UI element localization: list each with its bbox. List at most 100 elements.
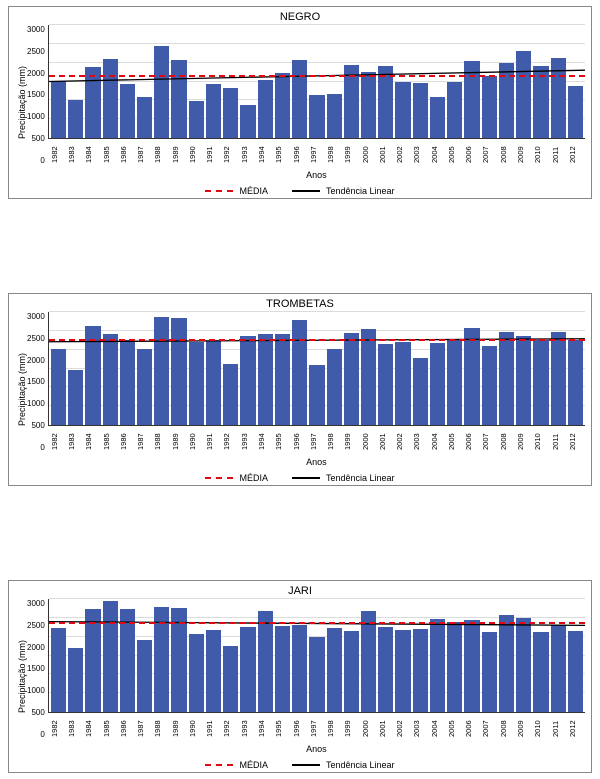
x-tick: 1991 bbox=[205, 715, 220, 743]
y-tick: 0 bbox=[40, 156, 44, 165]
bar bbox=[120, 84, 135, 138]
bar bbox=[85, 326, 100, 425]
bar bbox=[395, 342, 410, 425]
x-tick: 2006 bbox=[464, 141, 479, 169]
x-tick: 1983 bbox=[67, 715, 82, 743]
bar bbox=[275, 73, 290, 138]
x-axis-label: Anos bbox=[48, 170, 585, 180]
bar bbox=[551, 58, 566, 138]
bar bbox=[258, 80, 273, 138]
legend-label-trend: Tendência Linear bbox=[326, 186, 395, 196]
x-tick: 2005 bbox=[447, 715, 462, 743]
bar bbox=[206, 630, 221, 712]
trend-swatch-icon bbox=[292, 190, 320, 192]
x-tick: 1988 bbox=[153, 141, 168, 169]
x-tick: 1987 bbox=[136, 141, 151, 169]
bar bbox=[85, 609, 100, 712]
bar bbox=[292, 625, 307, 712]
y-tick: 0 bbox=[40, 443, 44, 452]
x-tick: 1994 bbox=[257, 428, 272, 456]
bar-series bbox=[49, 25, 585, 138]
bar bbox=[137, 640, 152, 712]
x-tick: 2009 bbox=[516, 428, 531, 456]
bar bbox=[189, 101, 204, 138]
y-tick: 2000 bbox=[27, 69, 45, 78]
x-tick: 2012 bbox=[568, 428, 583, 456]
x-tick: 2005 bbox=[447, 141, 462, 169]
y-axis-ticks: 300025002000150010005000 bbox=[27, 599, 48, 739]
chart-title: NEGRO bbox=[15, 11, 585, 23]
x-tick: 1986 bbox=[119, 715, 134, 743]
x-tick: 1995 bbox=[274, 428, 289, 456]
y-tick: 500 bbox=[31, 134, 44, 143]
bar-series bbox=[49, 312, 585, 425]
x-tick: 1984 bbox=[84, 141, 99, 169]
x-tick: 1993 bbox=[240, 428, 255, 456]
x-tick: 2002 bbox=[395, 428, 410, 456]
bar bbox=[413, 83, 428, 138]
mean-swatch-icon bbox=[205, 190, 233, 192]
x-tick: 1985 bbox=[102, 141, 117, 169]
y-tick: 3000 bbox=[27, 599, 45, 608]
plot-area bbox=[48, 25, 585, 139]
bar bbox=[327, 94, 342, 138]
bar bbox=[464, 61, 479, 138]
x-tick: 1996 bbox=[292, 141, 307, 169]
x-tick: 1996 bbox=[292, 715, 307, 743]
bar bbox=[171, 318, 186, 425]
chart-title: TROMBETAS bbox=[15, 298, 585, 310]
bar bbox=[395, 82, 410, 138]
x-tick: 1992 bbox=[222, 428, 237, 456]
bar bbox=[154, 46, 169, 138]
x-tick: 1995 bbox=[274, 715, 289, 743]
y-tick: 0 bbox=[40, 730, 44, 739]
bar bbox=[258, 611, 273, 712]
y-tick: 1000 bbox=[27, 399, 45, 408]
bar bbox=[154, 317, 169, 425]
x-tick: 2000 bbox=[361, 141, 376, 169]
x-tick: 1984 bbox=[84, 715, 99, 743]
y-tick: 500 bbox=[31, 421, 44, 430]
chart-title: JARI bbox=[15, 585, 585, 597]
chart-body: Precipitação (mm)30002500200015001000500… bbox=[15, 25, 585, 180]
bar bbox=[68, 100, 83, 138]
x-tick: 1999 bbox=[343, 715, 358, 743]
x-tick: 2011 bbox=[551, 715, 566, 743]
bar bbox=[361, 611, 376, 712]
y-tick: 3000 bbox=[27, 25, 45, 34]
x-tick: 1982 bbox=[50, 428, 65, 456]
x-tick: 2008 bbox=[499, 428, 514, 456]
x-tick: 1988 bbox=[153, 428, 168, 456]
bar bbox=[568, 631, 583, 712]
bar bbox=[51, 349, 66, 425]
bar bbox=[361, 72, 376, 138]
legend-label-mean: MÉDIA bbox=[239, 473, 268, 483]
x-tick: 1989 bbox=[171, 141, 186, 169]
bar bbox=[206, 341, 221, 425]
bar bbox=[482, 346, 497, 425]
bar bbox=[395, 630, 410, 712]
bar bbox=[430, 619, 445, 712]
legend-label-mean: MÉDIA bbox=[239, 760, 268, 770]
bar bbox=[189, 342, 204, 425]
y-tick: 1500 bbox=[27, 664, 45, 673]
legend: MÉDIATendência Linear bbox=[15, 760, 585, 770]
x-tick: 1986 bbox=[119, 141, 134, 169]
bar bbox=[292, 60, 307, 138]
bar bbox=[292, 320, 307, 425]
bar bbox=[68, 648, 83, 712]
y-axis-label: Precipitação (mm) bbox=[15, 25, 27, 180]
x-tick: 1998 bbox=[326, 428, 341, 456]
x-tick: 2010 bbox=[533, 141, 548, 169]
y-axis-ticks: 300025002000150010005000 bbox=[27, 25, 48, 165]
x-tick: 1995 bbox=[274, 141, 289, 169]
bar bbox=[413, 629, 428, 712]
bar bbox=[223, 646, 238, 712]
x-tick: 1989 bbox=[171, 715, 186, 743]
x-tick: 2004 bbox=[430, 141, 445, 169]
bar bbox=[103, 59, 118, 138]
mean-swatch-icon bbox=[205, 477, 233, 479]
x-tick: 2009 bbox=[516, 141, 531, 169]
bar-series bbox=[49, 599, 585, 712]
bar bbox=[464, 328, 479, 425]
